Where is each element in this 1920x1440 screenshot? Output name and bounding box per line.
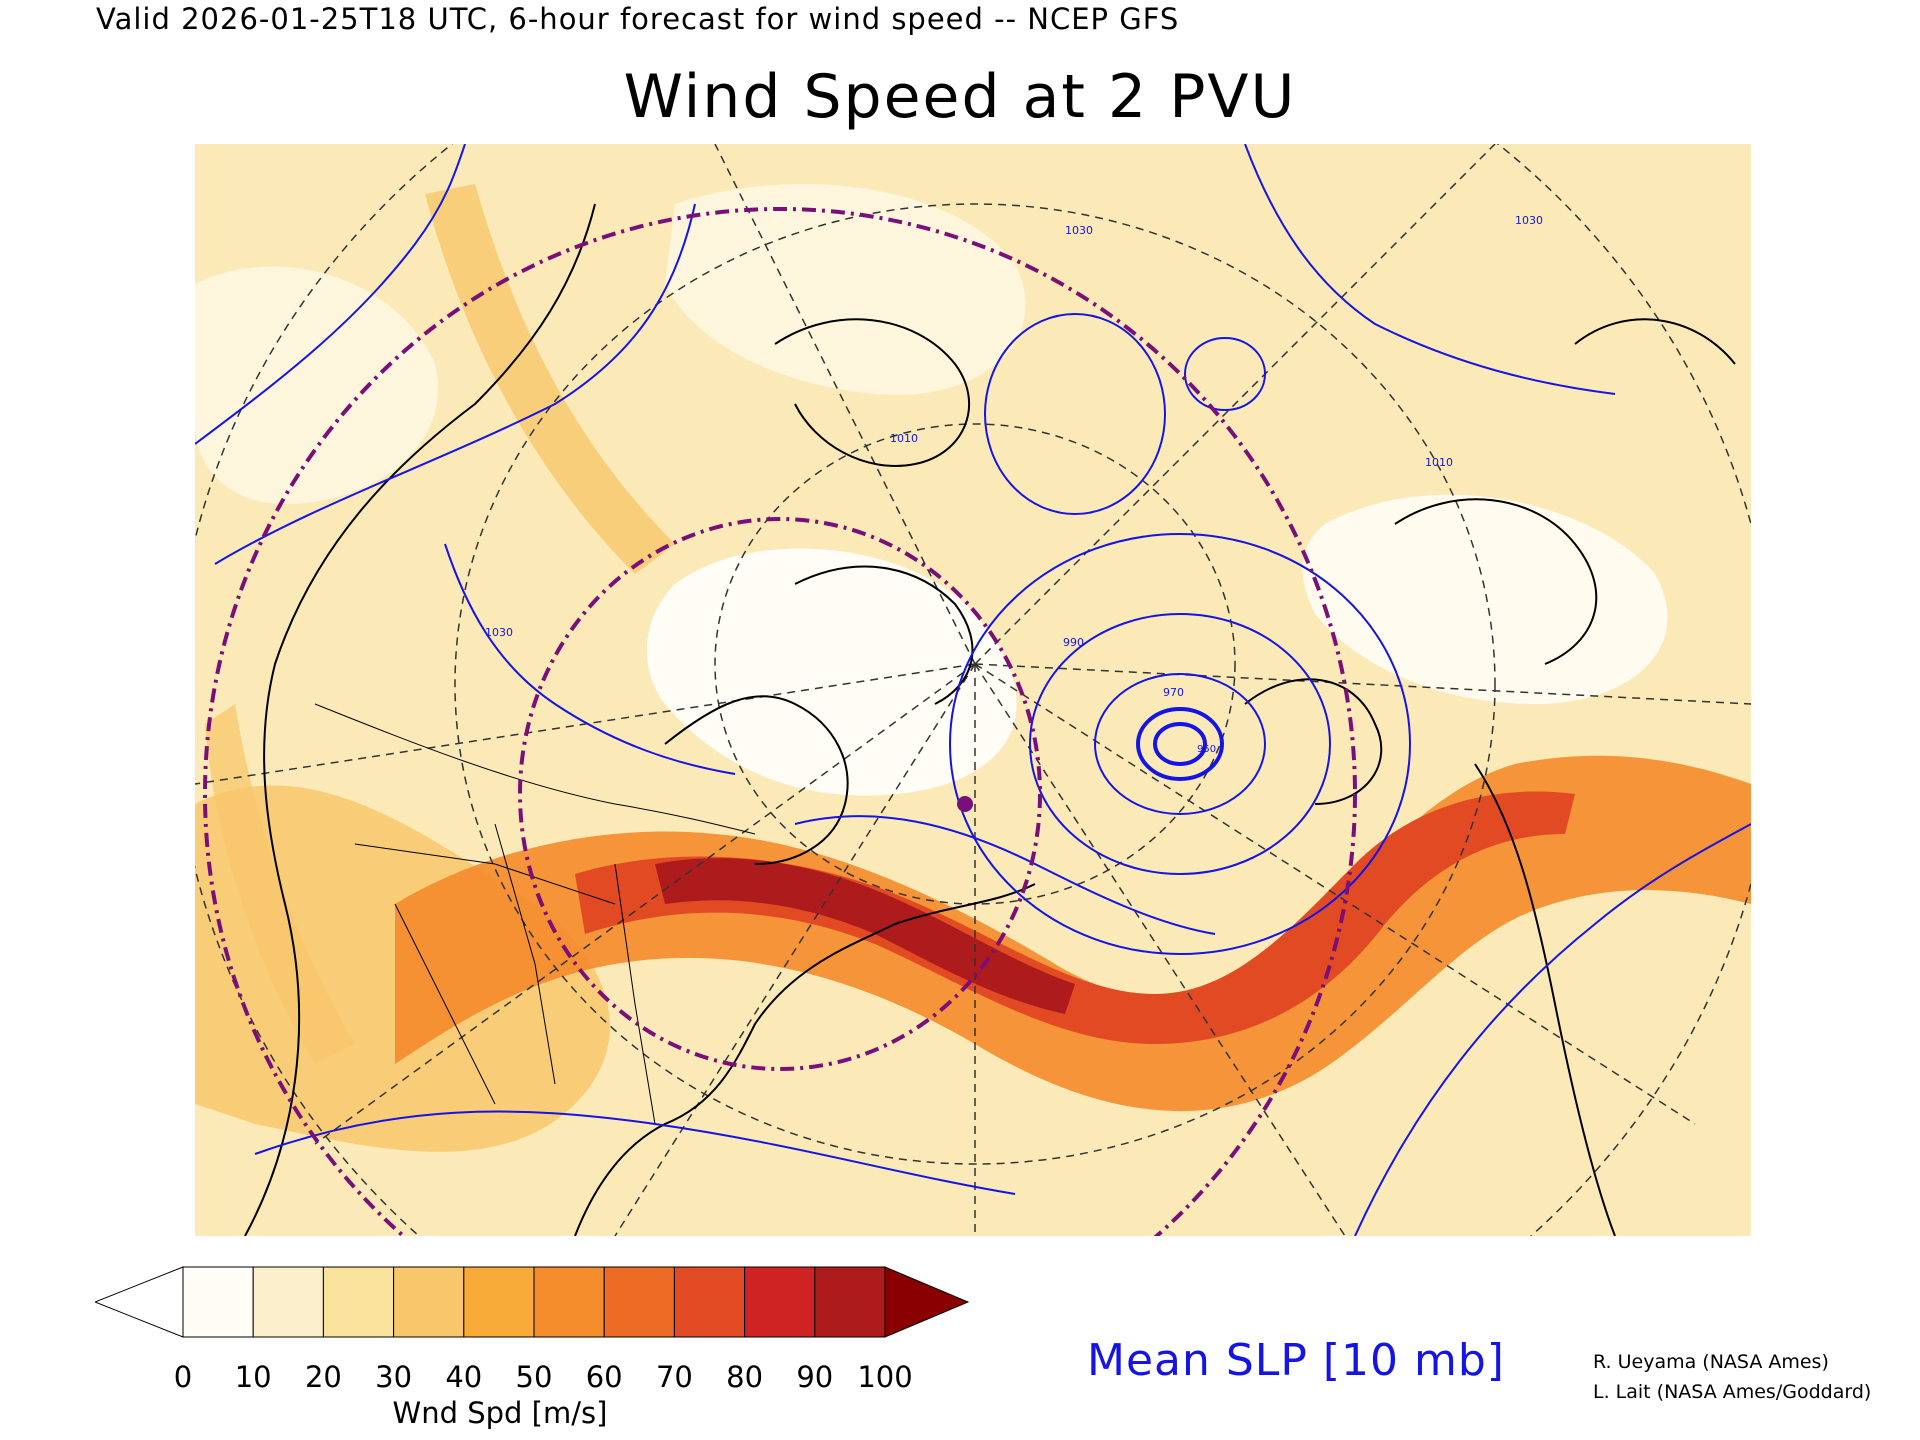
credit-line: R. Ueyama (NASA Ames) <box>1593 1351 1829 1373</box>
isobar-label: 1030 <box>1515 214 1543 227</box>
colorbar-tick-label: 100 <box>857 1360 913 1394</box>
jet-stream-core <box>575 791 1575 1044</box>
wind-band-arctic-arc <box>425 184 675 574</box>
colorbar-cell <box>814 1266 886 1338</box>
colorbar-tick-label: 90 <box>796 1360 834 1394</box>
isobar-label: 990 <box>1063 636 1084 649</box>
colorbar-cell <box>673 1266 746 1338</box>
colorbar-unit-label: Wnd Spd [m/s] <box>392 1396 608 1430</box>
colorbar-under-arrow <box>95 1266 184 1338</box>
calm-zone-pacific <box>195 266 439 504</box>
isobar-label: 1010 <box>890 432 918 445</box>
calm-zone-arctic <box>646 548 1017 796</box>
colorbar-tick-label: 20 <box>304 1360 342 1394</box>
coastlines <box>244 203 1736 1236</box>
colorbar-cell <box>603 1266 675 1338</box>
range-rings <box>203 207 1357 1236</box>
colorbar-tick-label: 0 <box>173 1360 193 1394</box>
colorbar-tick-label: 70 <box>655 1360 693 1394</box>
colorbar-over-arrow <box>884 1266 970 1338</box>
colorbar-cell <box>322 1266 395 1338</box>
isobar-label: 1030 <box>1065 224 1093 237</box>
valid-time-caption: Valid 2026-01-25T18 UTC, 6-hour forecast… <box>96 2 1180 36</box>
wind-speed-map: 970 990 1010 1030 1030 1010 1030 950 <box>195 144 1751 1236</box>
colorbar-tick-label: 50 <box>515 1360 553 1394</box>
colorbar-tick-label: 40 <box>445 1360 483 1394</box>
isobar-label: 1030 <box>485 626 513 639</box>
chart-title: Wind Speed at 2 PVU <box>623 62 1297 132</box>
colorbar-cell <box>393 1266 465 1338</box>
colorbar-tick-label: 10 <box>234 1360 272 1394</box>
jet-stream-max <box>655 858 1075 1014</box>
calm-zone-north <box>665 184 1026 396</box>
credit-line: L. Lait (NASA Ames/Goddard) <box>1593 1381 1872 1403</box>
slp-contour-legend: Mean SLP [10 mb] <box>1087 1335 1505 1386</box>
wind-speed-colorbar <box>95 1266 970 1338</box>
colorbar-cell <box>252 1266 324 1338</box>
colorbar-cell <box>182 1266 254 1338</box>
slp-isobars <box>195 144 1751 1236</box>
isobar-label: 950 <box>1197 744 1216 755</box>
political-boundaries <box>314 703 756 1125</box>
colorbar-tick-label: 80 <box>726 1360 764 1394</box>
isobar-label: 970 <box>1163 686 1184 699</box>
colorbar-tick-label: 60 <box>585 1360 623 1394</box>
colorbar-cell <box>744 1266 816 1338</box>
isobar-label: 1010 <box>1425 456 1453 469</box>
colorbar-cell <box>533 1266 605 1338</box>
station-marker <box>957 796 973 812</box>
colorbar-cell <box>463 1266 535 1338</box>
colorbar-tick-label: 30 <box>375 1360 413 1394</box>
